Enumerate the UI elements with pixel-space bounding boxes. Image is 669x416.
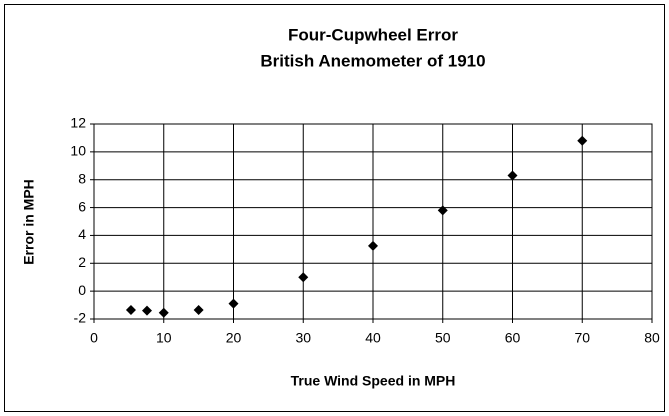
y-tick-label: 10 [70,143,86,159]
point [125,304,136,315]
point [193,304,204,315]
chart-title: Four-Cupwheel Error [288,25,458,44]
x-tick-label: 40 [365,330,381,346]
point [577,135,588,146]
x-tick-label: 60 [505,330,521,346]
y-tick-label: 8 [78,170,86,186]
x-tick-label: 50 [435,330,451,346]
y-tick-label: 2 [78,254,86,270]
y-tick-label: 6 [78,198,86,214]
point [437,205,448,216]
point [368,240,378,251]
x-tick-label: 10 [156,330,172,346]
y-tick-label: -2 [74,310,87,326]
point [298,272,309,283]
y-tick-label: 4 [78,226,86,242]
point [228,298,239,309]
x-tick-label: 0 [90,330,98,346]
x-tick-label: 30 [295,330,311,346]
x-tick-label: 20 [226,330,242,346]
y-tick-label: 12 [70,115,86,131]
y-tick-label: 0 [78,282,86,298]
y-axis-label: Error in MPH [21,179,37,265]
x-axis-label: True Wind Speed in MPH [291,373,456,389]
chart-subtitle: British Anemometer of 1910 [260,51,485,70]
point [507,170,518,181]
point [158,307,169,318]
x-tick-label: 70 [574,330,590,346]
x-tick-label: 80 [644,330,660,346]
point [142,305,153,316]
